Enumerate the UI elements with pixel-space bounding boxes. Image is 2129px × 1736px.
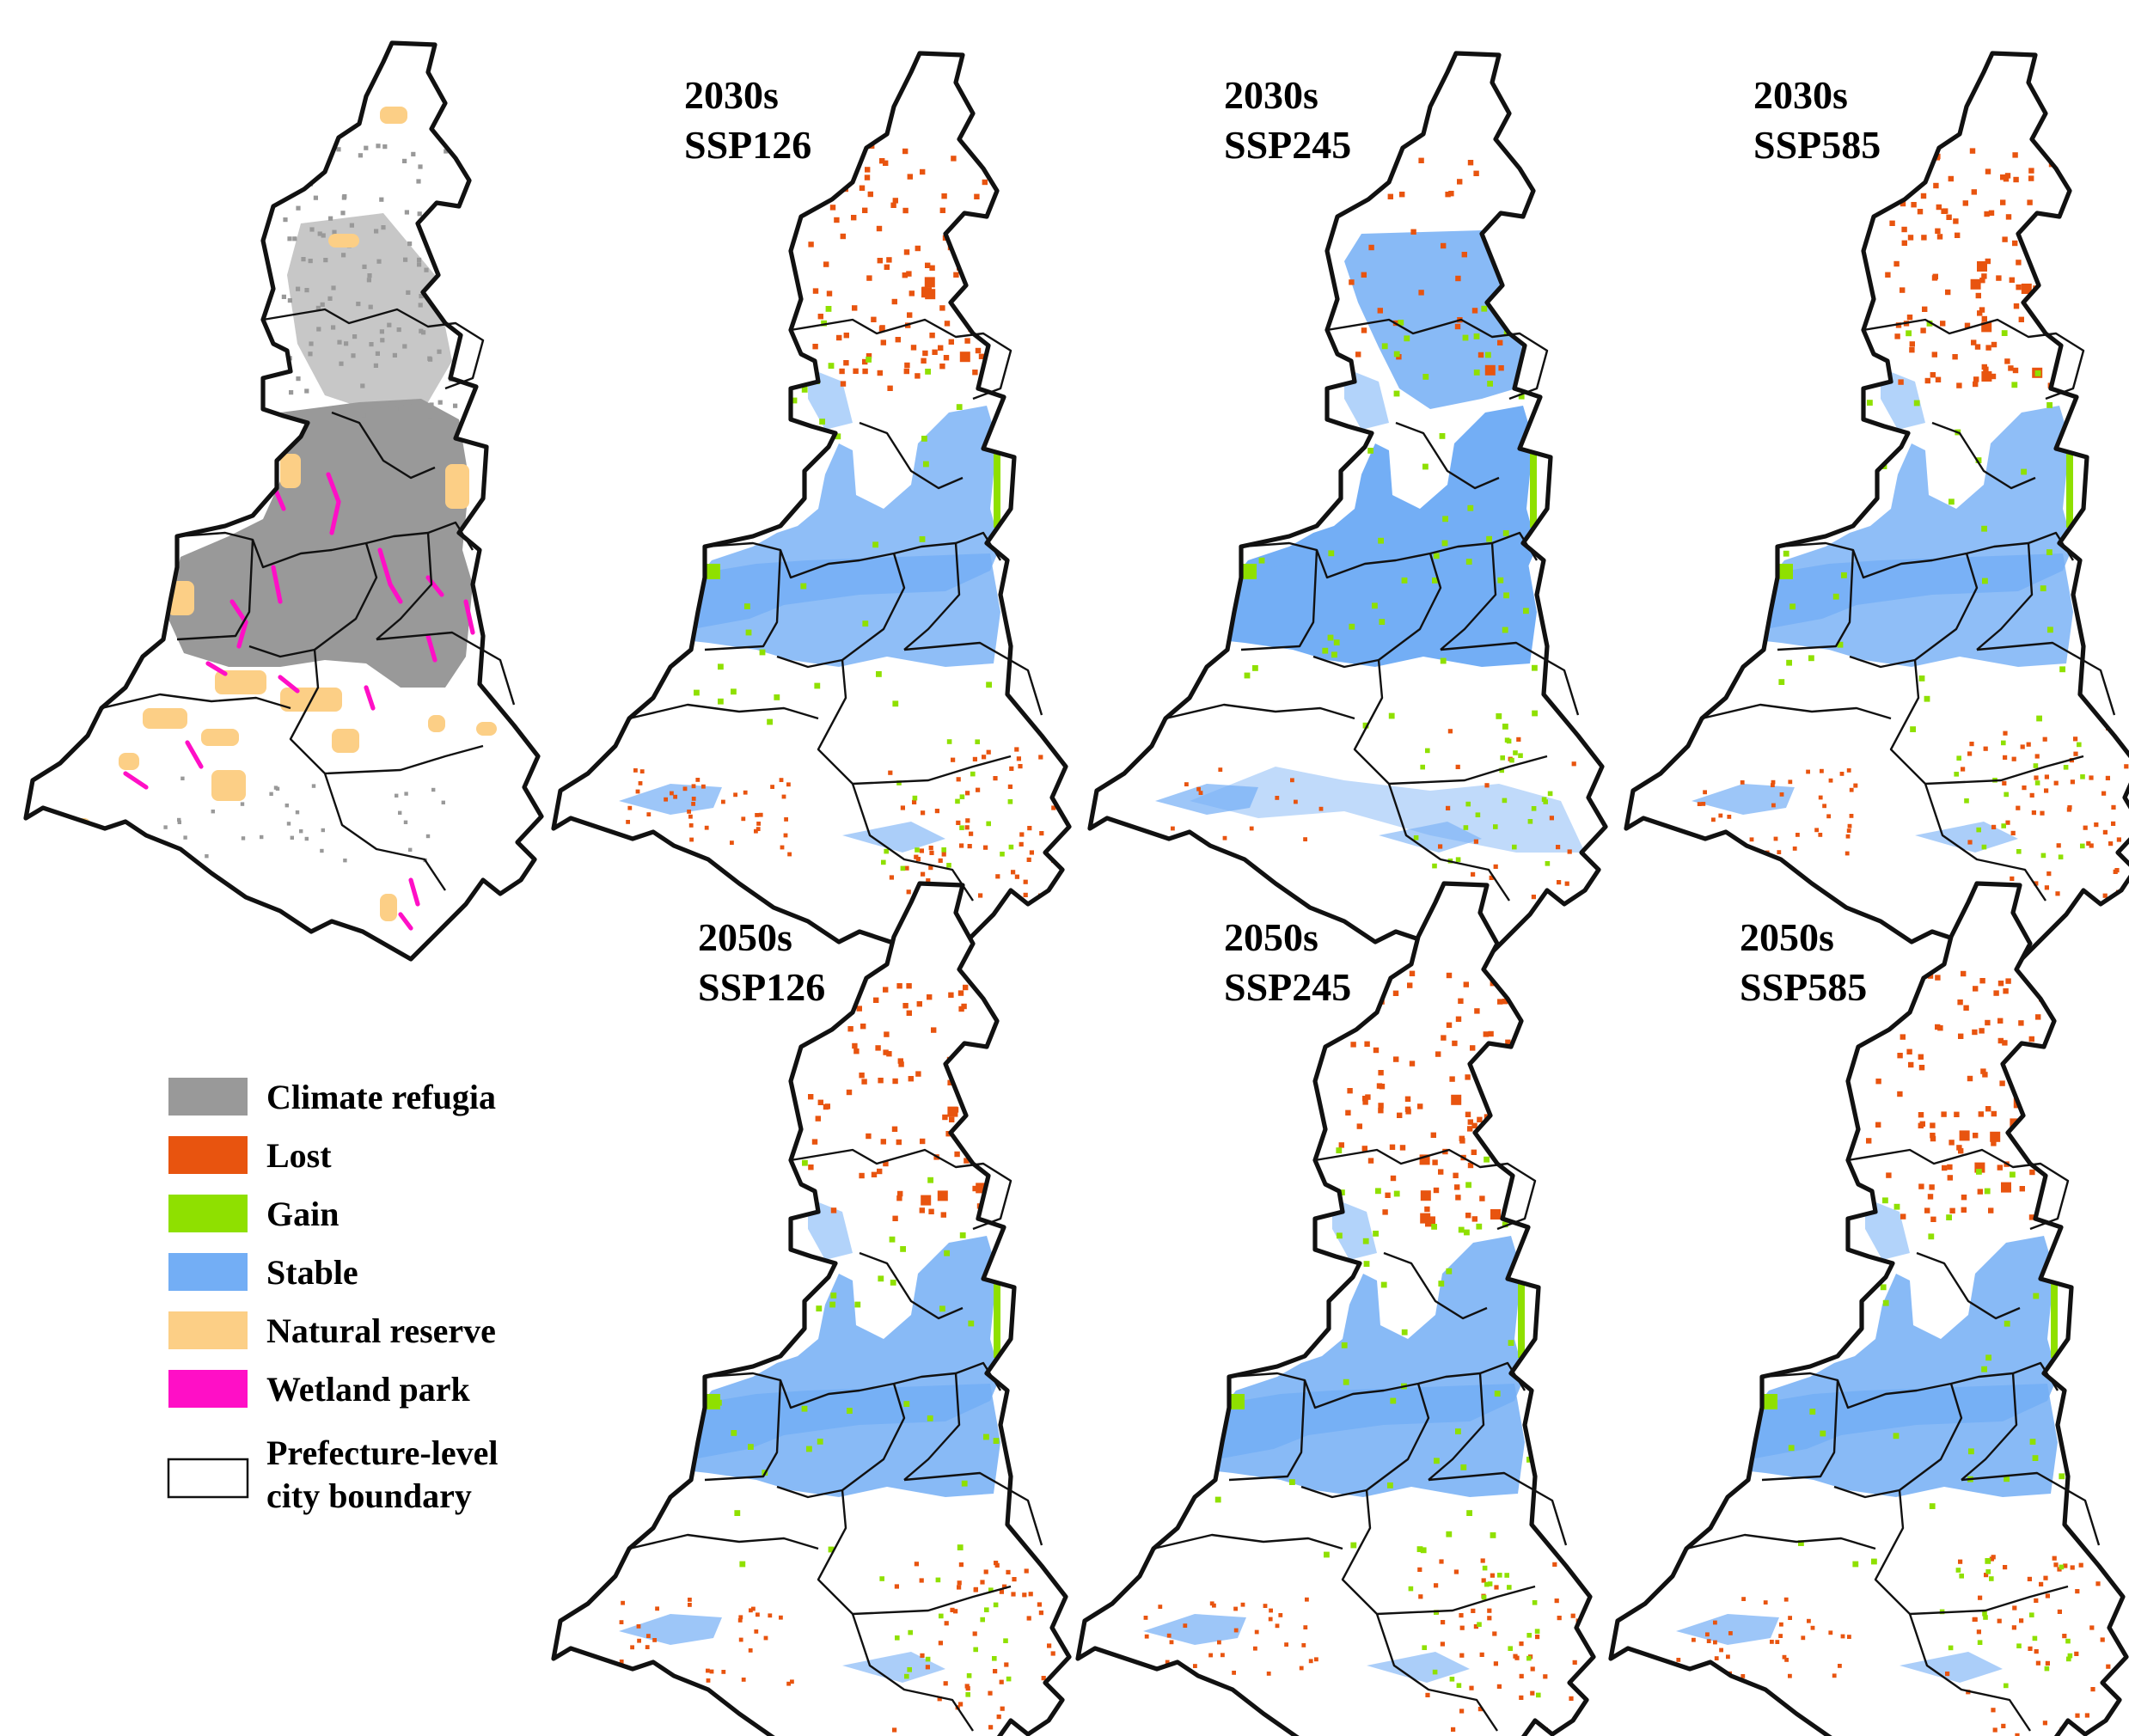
- map-body: [1611, 883, 2126, 1736]
- panel-label-scenario: SSP126: [698, 965, 825, 1009]
- map-content: [74, 107, 497, 931]
- map-panel-2050s-ssp126: 2050s SSP126: [554, 883, 1069, 1736]
- legend-item-wetland-park: Wetland park: [168, 1370, 470, 1409]
- map-body: [26, 43, 541, 959]
- panel-label-period: 2030s: [1224, 73, 1318, 117]
- panel-label-scenario: SSP245: [1224, 123, 1351, 167]
- map-body: [554, 883, 1069, 1736]
- legend-item-natural-reserve: Natural reserve: [168, 1311, 496, 1350]
- panel-label-period: 2050s: [1224, 915, 1318, 959]
- city-boundaries: [1153, 1150, 1566, 1731]
- map-body: [1090, 53, 1606, 969]
- legend-item-gain: Gain: [168, 1195, 339, 1233]
- legend-swatch-wetland-park: [168, 1370, 248, 1408]
- map-body: [554, 53, 1069, 969]
- city-boundaries: [629, 320, 1042, 901]
- legend: Climate refugia Lost Gain Stable Natural…: [167, 1078, 498, 1515]
- legend-swatch-natural-reserve: [168, 1311, 248, 1349]
- legend-item-climate-refugia: Climate refugia: [168, 1078, 496, 1116]
- map-panel-2030s-ssp245: 2030s SSP245: [1090, 53, 1606, 969]
- map-panel-2030s-ssp126: 2030s SSP126: [554, 53, 1069, 969]
- map-panel-2050s-ssp245: 2050s SSP245: [1078, 883, 1594, 1736]
- legend-label-city-boundary-line2: city boundary: [266, 1476, 472, 1515]
- legend-label-gain: Gain: [266, 1195, 339, 1233]
- city-boundaries: [629, 1150, 1042, 1731]
- legend-swatch-stable: [168, 1253, 248, 1291]
- legend-label-wetland-park: Wetland park: [266, 1370, 470, 1409]
- city-boundaries: [101, 309, 514, 890]
- panel-label-scenario: SSP585: [1753, 123, 1881, 167]
- panel-label-period: 2030s: [1753, 73, 1848, 117]
- legend-label-city-boundary-line1: Prefecture-level: [266, 1433, 498, 1472]
- province-fill: [554, 53, 1069, 969]
- legend-label-lost: Lost: [266, 1136, 332, 1175]
- legend-item-city-boundary: Prefecture-level city boundary: [167, 1433, 498, 1515]
- map-content: [1692, 140, 2129, 903]
- legend-swatch-city-boundary: [167, 1458, 249, 1499]
- legend-label-stable: Stable: [266, 1253, 358, 1292]
- legend-item-stable: Stable: [168, 1253, 358, 1292]
- city-boundaries: [1686, 1150, 2099, 1731]
- map-panel-2050s-ssp585: 2050s SSP585: [1611, 883, 2126, 1736]
- legend-swatch-gain: [168, 1195, 248, 1232]
- city-boundaries: [1702, 320, 2114, 901]
- map-content: [1143, 970, 1581, 1733]
- legend-swatch-lost: [168, 1136, 248, 1174]
- legend-swatch-climate-refugia: [168, 1078, 248, 1116]
- panel-label-scenario: SSP585: [1740, 965, 1867, 1009]
- map-content: [1155, 145, 1585, 904]
- city-boundaries: [1165, 320, 1578, 901]
- panel-label-period: 2050s: [1740, 915, 1834, 959]
- map-body: [1626, 53, 2129, 969]
- legend-label-climate-refugia: Climate refugia: [266, 1078, 496, 1116]
- panel-label-period: 2050s: [698, 915, 792, 959]
- panel-label-scenario: SSP126: [684, 123, 811, 167]
- legend-label-natural-reserve: Natural reserve: [266, 1311, 496, 1350]
- map-panel-2030s-ssp585: 2030s SSP585: [1626, 53, 2129, 969]
- map-body: [1078, 883, 1594, 1736]
- panel-label-period: 2030s: [684, 73, 779, 117]
- map-panel-baseline: [26, 43, 541, 959]
- legend-item-lost: Lost: [168, 1136, 332, 1175]
- panel-label-scenario: SSP245: [1224, 965, 1351, 1009]
